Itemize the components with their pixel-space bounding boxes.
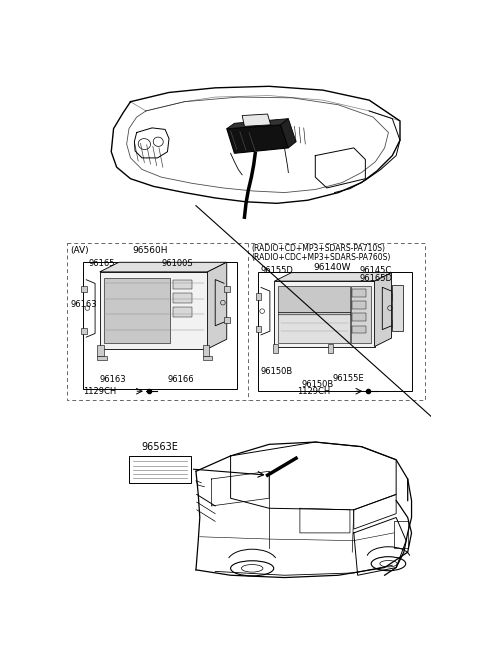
- Text: 96563E: 96563E: [141, 442, 178, 452]
- Text: 96150B: 96150B: [261, 367, 293, 377]
- Bar: [173, 280, 192, 289]
- Bar: [225, 286, 230, 292]
- Text: 96166: 96166: [168, 375, 194, 384]
- Bar: [350, 286, 371, 343]
- Polygon shape: [242, 114, 271, 126]
- Text: 96155E: 96155E: [332, 373, 364, 383]
- Text: (RADIO+CDC+MP3+SDARS-PA760S): (RADIO+CDC+MP3+SDARS-PA760S): [252, 253, 391, 261]
- Bar: [97, 356, 107, 360]
- Bar: [129, 456, 191, 483]
- Text: 96150B: 96150B: [301, 380, 334, 388]
- Bar: [352, 301, 366, 309]
- Polygon shape: [281, 119, 296, 148]
- Bar: [258, 272, 411, 391]
- Text: 96100S: 96100S: [161, 259, 193, 268]
- Text: (AV): (AV): [71, 246, 89, 255]
- Bar: [328, 345, 334, 354]
- Bar: [352, 314, 366, 321]
- Bar: [67, 242, 425, 400]
- Polygon shape: [207, 262, 227, 349]
- Text: 1129CH: 1129CH: [298, 386, 331, 396]
- Polygon shape: [227, 125, 288, 153]
- Bar: [104, 278, 170, 343]
- Bar: [273, 345, 278, 354]
- Bar: [352, 326, 366, 333]
- Polygon shape: [374, 272, 392, 346]
- Text: 96163: 96163: [100, 375, 126, 384]
- Polygon shape: [275, 272, 392, 281]
- Bar: [97, 345, 104, 356]
- Text: 1129CH: 1129CH: [83, 386, 116, 396]
- Text: 96560H: 96560H: [132, 246, 168, 255]
- Bar: [392, 285, 403, 331]
- Bar: [225, 316, 230, 323]
- Bar: [256, 293, 262, 299]
- Bar: [83, 262, 237, 389]
- Text: 96165: 96165: [89, 259, 115, 268]
- Text: 96145C: 96145C: [359, 266, 392, 275]
- Bar: [392, 320, 397, 327]
- Text: (RADIO+CD+MP3+SDARS-PA710S): (RADIO+CD+MP3+SDARS-PA710S): [252, 244, 385, 253]
- Text: 96163: 96163: [71, 300, 97, 309]
- Bar: [256, 326, 262, 332]
- Bar: [392, 293, 397, 299]
- Text: 96140W: 96140W: [313, 263, 351, 272]
- Bar: [81, 328, 86, 334]
- Polygon shape: [227, 119, 288, 128]
- Text: 96155D: 96155D: [261, 266, 293, 275]
- Polygon shape: [100, 272, 207, 349]
- Bar: [173, 307, 192, 316]
- Bar: [278, 314, 350, 343]
- Bar: [173, 293, 192, 303]
- Bar: [203, 356, 212, 360]
- Bar: [81, 286, 86, 292]
- Polygon shape: [275, 281, 374, 346]
- Bar: [352, 289, 366, 297]
- Ellipse shape: [230, 561, 274, 576]
- Polygon shape: [100, 262, 227, 272]
- Ellipse shape: [371, 557, 406, 571]
- Bar: [278, 286, 350, 315]
- Bar: [394, 521, 408, 548]
- Text: 96165D: 96165D: [359, 274, 392, 284]
- Bar: [203, 345, 209, 356]
